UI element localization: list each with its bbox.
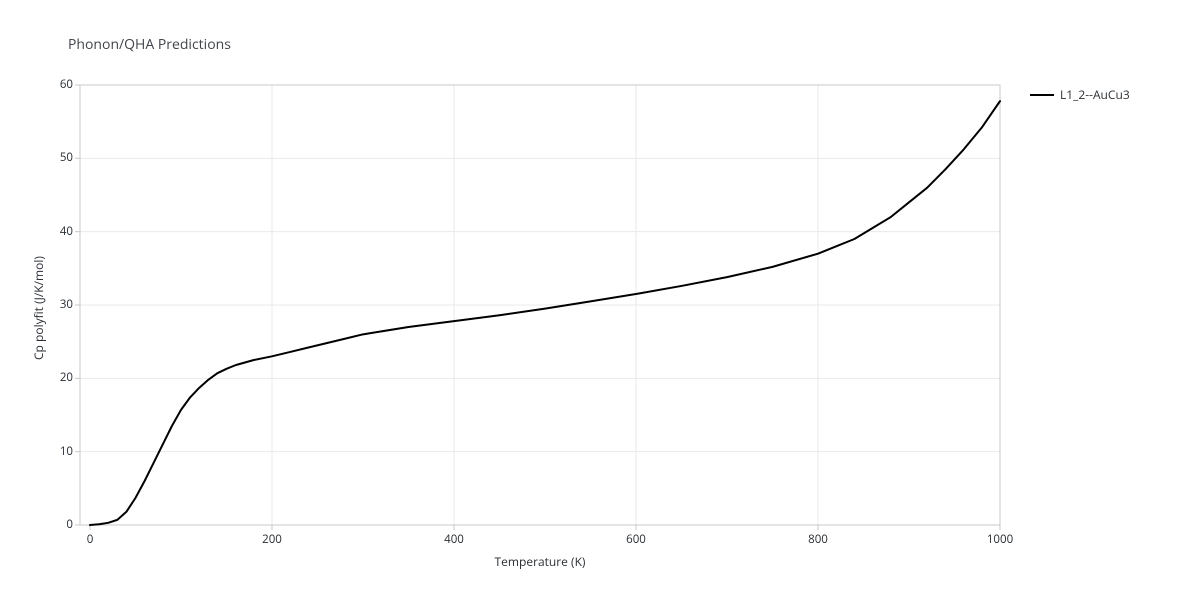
y-tick-label: 30 [45, 297, 73, 312]
x-tick-label: 600 [621, 532, 651, 547]
y-tick-label: 60 [45, 77, 73, 92]
x-axis-label: Temperature (K) [480, 553, 600, 570]
y-tick-label: 0 [45, 517, 73, 532]
x-tick-label: 800 [803, 532, 833, 547]
legend-label: L1_2--AuCu3 [1060, 86, 1130, 103]
plot-svg [0, 0, 1200, 600]
x-tick-label: 0 [75, 532, 105, 547]
y-tick-label: 50 [45, 150, 73, 165]
legend: L1_2--AuCu3 [1030, 86, 1130, 103]
y-tick-label: 20 [45, 370, 73, 385]
x-tick-label: 1000 [985, 532, 1015, 547]
y-tick-label: 10 [45, 444, 73, 459]
x-tick-label: 400 [439, 532, 469, 547]
y-tick-label: 40 [45, 224, 73, 239]
chart-container: Phonon/QHA Predictions Temperature (K) C… [0, 0, 1200, 600]
legend-swatch [1030, 94, 1054, 96]
x-tick-label: 200 [257, 532, 287, 547]
